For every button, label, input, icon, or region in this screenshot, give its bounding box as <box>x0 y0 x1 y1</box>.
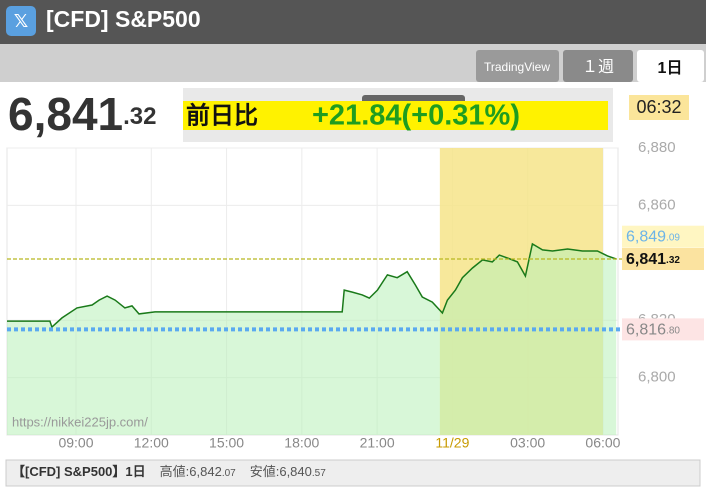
x-tick-label: 21:00 <box>360 435 395 451</box>
x-tick-label: 12:00 <box>134 435 169 451</box>
price: 6,841.32 <box>8 88 157 140</box>
tab-label[interactable]: 1日 <box>658 59 683 77</box>
x-tick-label: 11/29 <box>435 435 469 451</box>
footer-low: 6,840 <box>279 464 312 479</box>
reference-label-int: 6,841 <box>626 251 666 268</box>
reference-badge <box>622 248 704 271</box>
reference-badge <box>622 318 704 341</box>
tab[interactable] <box>563 50 633 82</box>
time-badge <box>629 95 689 120</box>
header-bar <box>0 0 706 44</box>
tab[interactable] <box>476 50 559 82</box>
reference-label: 6,816.80 <box>626 322 680 339</box>
reference-label: 6,849.09 <box>626 229 680 246</box>
time: 06:32 <box>636 97 681 117</box>
reference-label: 6,841.32 <box>626 251 680 268</box>
tab-active[interactable] <box>637 50 704 82</box>
x-tick-label: 03:00 <box>510 435 545 451</box>
footer-low-dec: .57 <box>312 468 326 479</box>
footer-high: 6,842 <box>189 464 222 479</box>
reference-badge <box>622 225 704 248</box>
chart: 6,8006,8206,8606,88009:0012:0015:0018:00… <box>6 139 704 451</box>
reference-label-dec: .80 <box>666 325 680 336</box>
share-icon[interactable]: 𝕏 <box>14 11 29 31</box>
footer: 【[CFD] S&P500】1日 高値:6,842.07 安値:6,840.57 <box>12 464 326 479</box>
header-title: [CFD] S&P500 <box>46 6 201 32</box>
footer-high-dec: .07 <box>222 468 236 479</box>
y-tick-label: 6,880 <box>638 139 676 156</box>
change-value: +21.84(+0.31%) <box>312 100 520 132</box>
reference-label-int: 6,849 <box>626 229 666 246</box>
footer-low-label: 安値: <box>250 464 280 479</box>
y-tick-label: 6,800 <box>638 369 676 386</box>
y-tick-label: 6,860 <box>638 196 676 213</box>
footer-high-label: 高値: <box>160 464 190 479</box>
change-label: 前日比 <box>186 101 258 129</box>
watermark: https://nikkei225jp.com/ <box>12 414 148 429</box>
change-highlight <box>183 101 608 130</box>
x-tick-label: 18:00 <box>284 435 319 451</box>
x-tick-label: 06:00 <box>585 435 620 451</box>
price-line <box>7 242 617 329</box>
footer-title: 【[CFD] S&P500】1日 <box>12 464 146 479</box>
share-button[interactable] <box>6 6 36 36</box>
reference-label-dec: .32 <box>666 255 680 266</box>
tab-label[interactable]: １週 <box>582 58 614 76</box>
footer-bar <box>5 459 701 487</box>
price-dec: .32 <box>123 103 156 130</box>
reference-label-int: 6,816 <box>626 322 666 339</box>
area <box>7 243 617 435</box>
x-tick-label: 09:00 <box>58 435 93 451</box>
x-tick-label: 15:00 <box>209 435 244 451</box>
price-int: 6,841 <box>8 88 123 140</box>
tab-label[interactable]: TradingView <box>484 60 550 74</box>
reference-label-dec: .09 <box>666 232 680 243</box>
